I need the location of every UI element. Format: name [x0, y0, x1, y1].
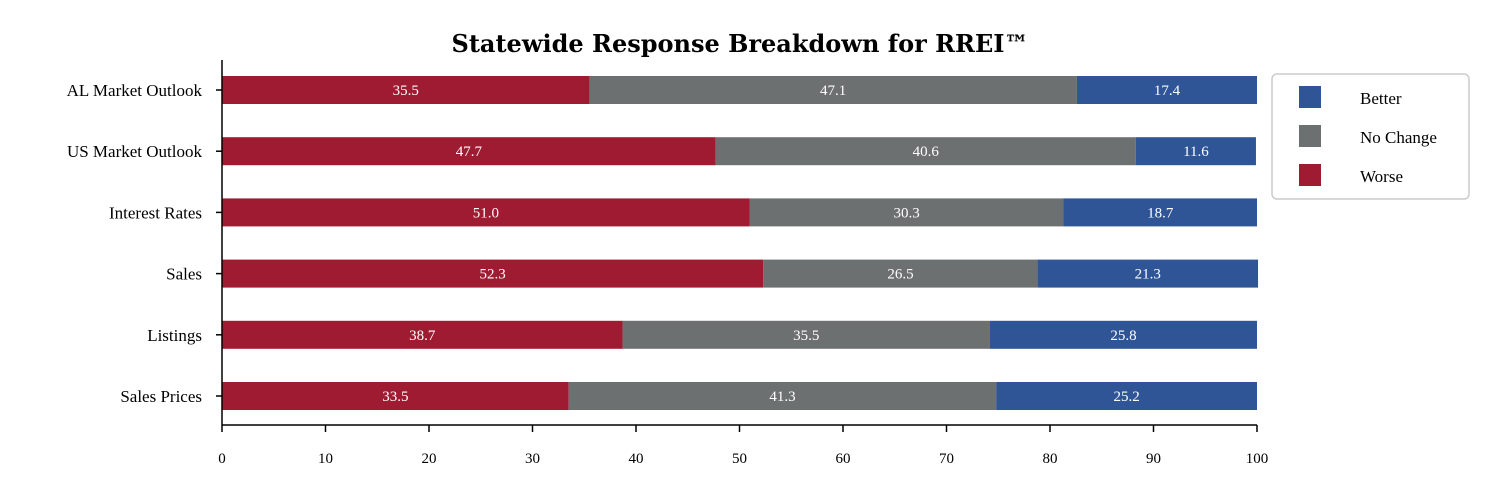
bar-value-label: 26.5 — [887, 267, 913, 283]
bar-worse-4 — [222, 320, 623, 349]
axes-group: AL Market Outlook US Market Outlook Intere… — [67, 60, 1269, 467]
category-label: US Market Outlook — [67, 142, 203, 161]
bar-worse-3 — [222, 259, 764, 288]
x-tick-label: 40 — [629, 451, 644, 467]
x-tick-label: 90 — [1146, 451, 1161, 467]
legend-swatch-worse — [1299, 164, 1321, 186]
x-tick-label: 70 — [939, 451, 954, 467]
x-tick-label: 80 — [1043, 451, 1058, 467]
bar-value-label: 25.8 — [1110, 328, 1136, 344]
bar-value-label: 47.1 — [820, 83, 846, 99]
category-label: Interest Rates — [109, 203, 202, 222]
bar-worse-0 — [222, 76, 590, 104]
chart-title: Statewide Response Breakdown for RREI™ — [452, 29, 1029, 58]
category-label: Listings — [147, 326, 202, 345]
x-tick-label: 50 — [732, 451, 747, 467]
legend-swatch-better — [1299, 86, 1321, 108]
bar-worse-1 — [222, 137, 716, 166]
bar-value-label: 30.3 — [894, 205, 920, 221]
bar-value-label: 21.3 — [1135, 267, 1161, 283]
x-tick-label: 30 — [525, 451, 540, 467]
bar-no-change-4 — [622, 320, 990, 349]
bar-better-5 — [996, 382, 1257, 410]
bar-better-3 — [1037, 259, 1259, 288]
bar-value-label: 47.7 — [456, 144, 483, 160]
bar-better-4 — [989, 320, 1257, 349]
bar-value-label: 35.5 — [393, 83, 419, 99]
bar-worse-2 — [222, 198, 750, 227]
bar-no-change-0 — [589, 76, 1077, 104]
bar-value-label: 33.5 — [382, 389, 408, 405]
bar-value-label: 11.6 — [1183, 144, 1209, 160]
bar-value-label: 35.5 — [793, 328, 819, 344]
category-label: Sales Prices — [120, 387, 202, 406]
bar-no-change-3 — [763, 259, 1038, 288]
category-label: AL Market Outlook — [67, 81, 203, 100]
x-tick-label: 100 — [1246, 451, 1269, 467]
x-tick-label: 60 — [836, 451, 851, 467]
legend-swatch-no-change — [1299, 125, 1321, 147]
x-tick-label: 10 — [318, 451, 333, 467]
legend-label: Better — [1360, 89, 1402, 108]
bar-better-1 — [1135, 137, 1256, 166]
bar-no-change-5 — [568, 382, 997, 410]
bar-value-label: 51.0 — [473, 205, 499, 221]
bar-value-label: 40.6 — [913, 144, 940, 160]
bar-value-label: 25.2 — [1113, 389, 1139, 405]
bar-value-label: 52.3 — [480, 267, 506, 283]
bar-no-change-2 — [749, 198, 1064, 227]
bar-value-label: 41.3 — [769, 389, 795, 405]
bar-value-label: 17.4 — [1154, 83, 1181, 99]
legend: Better No Change Worse — [1271, 73, 1470, 200]
legend-box — [1271, 73, 1470, 200]
bar-value-label: 38.7 — [409, 328, 436, 344]
legend-label: Worse — [1360, 167, 1403, 186]
bar-better-0 — [1076, 76, 1257, 104]
bars-group: 35.5 47.1 17.4 47.7 40.6 11.6 51.0 30.3 18.7 52.3… — [222, 76, 1259, 410]
legend-label: No Change — [1360, 128, 1437, 147]
bar-value-label: 18.7 — [1147, 205, 1174, 221]
bar-worse-5 — [222, 382, 569, 410]
bar-better-2 — [1063, 198, 1257, 227]
x-tick-label: 20 — [422, 451, 437, 467]
x-tick-label: 0 — [218, 451, 226, 467]
category-label: Sales — [166, 265, 202, 284]
bar-no-change-1 — [715, 137, 1136, 166]
